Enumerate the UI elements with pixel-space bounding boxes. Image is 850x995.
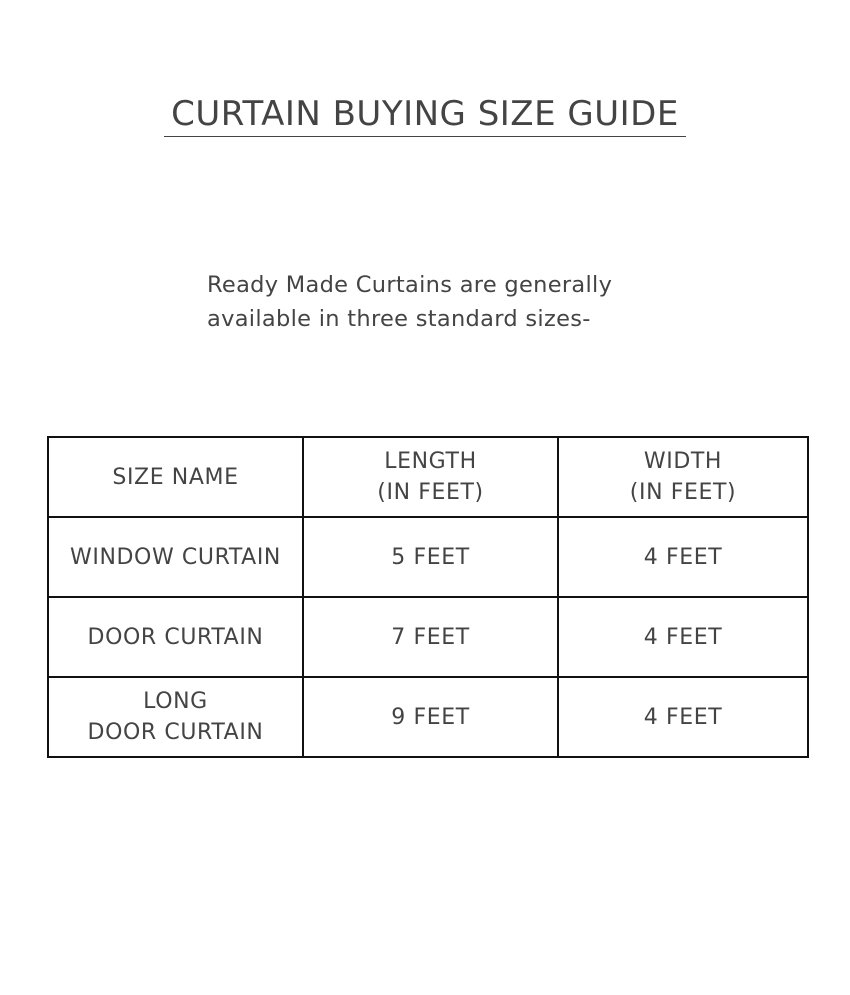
header-size-name: SIZE NAME: [47, 436, 304, 518]
size-name: DOOR CURTAIN: [87, 624, 264, 650]
size-name: WINDOW CURTAIN: [70, 544, 281, 570]
cell-length: 7 FEET: [302, 596, 559, 678]
size-guide-table: SIZE NAME LENGTH (IN FEET) WIDTH (IN FEET)…: [47, 436, 809, 758]
table-row: DOOR CURTAIN 7 FEET 4 FEET: [47, 596, 809, 678]
header-text: SIZE NAME: [112, 464, 239, 490]
cell-width: 4 FEET: [557, 516, 809, 598]
cell-size-name: DOOR CURTAIN: [47, 596, 304, 678]
table-header-row: SIZE NAME LENGTH (IN FEET) WIDTH (IN FEET): [47, 436, 809, 518]
cell-size-name: WINDOW CURTAIN: [47, 516, 304, 598]
header-text: LENGTH: [384, 449, 477, 474]
cell-size-name: LONG DOOR CURTAIN: [47, 676, 304, 758]
header-text: WIDTH: [643, 449, 723, 474]
size-name: LONG: [143, 689, 208, 714]
table-row: LONG DOOR CURTAIN 9 FEET 4 FEET: [47, 676, 809, 758]
cell-width: 4 FEET: [557, 596, 809, 678]
table-row: WINDOW CURTAIN 5 FEET 4 FEET: [47, 516, 809, 598]
cell-width: 4 FEET: [557, 676, 809, 758]
page-title: CURTAIN BUYING SIZE GUIDE: [164, 92, 686, 137]
cell-length: 5 FEET: [302, 516, 559, 598]
intro-line-1: Ready Made Curtains are generally: [207, 272, 613, 298]
header-width: WIDTH (IN FEET): [557, 436, 809, 518]
header-unit: (IN FEET): [377, 480, 484, 505]
cell-length: 9 FEET: [302, 676, 559, 758]
intro-text: Ready Made Curtains are generally availa…: [207, 268, 612, 336]
size-name-line-2: DOOR CURTAIN: [87, 720, 264, 745]
intro-line-2: available in three standard sizes-: [207, 306, 591, 332]
header-unit: (IN FEET): [629, 480, 737, 505]
header-length: LENGTH (IN FEET): [302, 436, 559, 518]
